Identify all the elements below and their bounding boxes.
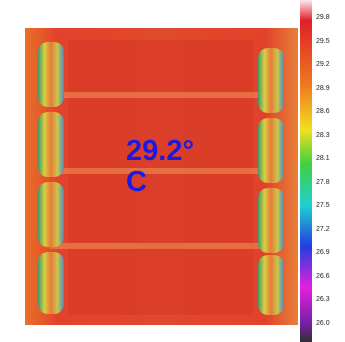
scale-label: 28.1 bbox=[316, 155, 330, 163]
scale-label: 28.9 bbox=[316, 85, 330, 93]
scale-label: 29.5 bbox=[316, 38, 330, 46]
spot-temperature: 29.2°C bbox=[126, 136, 210, 198]
scale-label: 26.6 bbox=[316, 273, 330, 281]
scale-label: 26.0 bbox=[316, 320, 330, 328]
scale-label: 26.9 bbox=[316, 249, 330, 257]
scale-label: 29.2 bbox=[316, 61, 330, 69]
page: {"spot_temperature": "29.2°C", "scale_la… bbox=[0, 0, 345, 342]
scale-label: 28.6 bbox=[316, 108, 330, 116]
scale-label: 27.5 bbox=[316, 202, 330, 210]
scale-label: 29.8 bbox=[316, 14, 330, 22]
scale-label: 27.2 bbox=[316, 226, 330, 234]
scale-label: 28.3 bbox=[316, 132, 330, 140]
scale-label: 26.3 bbox=[316, 296, 330, 304]
color-scale bbox=[300, 0, 312, 342]
scale-label: 27.8 bbox=[316, 179, 330, 187]
